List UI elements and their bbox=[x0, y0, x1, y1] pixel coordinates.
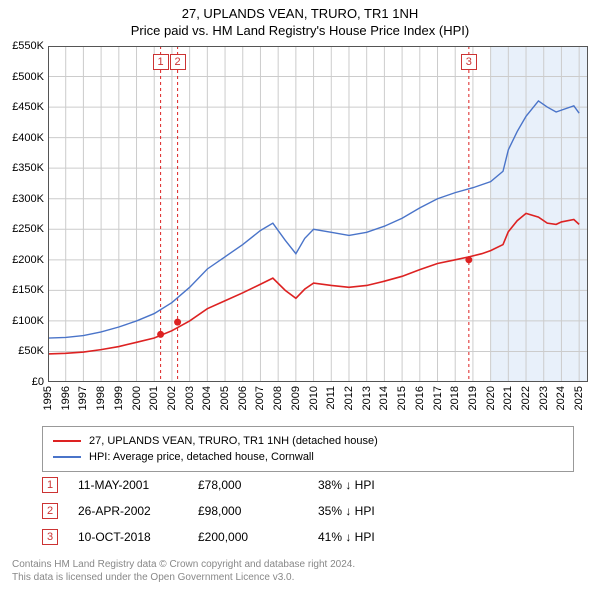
x-axis-labels: 1995199619971998199920002001200220032004… bbox=[48, 382, 588, 424]
page-title: 27, UPLANDS VEAN, TRURO, TR1 1NH bbox=[0, 6, 600, 21]
x-tick-label: 2008 bbox=[272, 386, 284, 410]
y-axis-labels: £0£50K£100K£150K£200K£250K£300K£350K£400… bbox=[0, 46, 46, 382]
y-tick-label: £0 bbox=[0, 376, 44, 388]
sale-price: £200,000 bbox=[198, 530, 318, 544]
legend-label: 27, UPLANDS VEAN, TRURO, TR1 1NH (detach… bbox=[89, 435, 378, 447]
sale-marker-3: 3 bbox=[461, 54, 477, 70]
x-tick-label: 1996 bbox=[60, 386, 72, 410]
footer-line2: This data is licensed under the Open Gov… bbox=[12, 571, 355, 584]
y-tick-label: £300K bbox=[0, 193, 44, 205]
y-tick-label: £400K bbox=[0, 132, 44, 144]
chart-plot-area: 12 3 bbox=[48, 46, 588, 382]
x-tick-label: 2003 bbox=[184, 386, 196, 410]
sale-price: £78,000 bbox=[198, 478, 318, 492]
legend-swatch bbox=[53, 440, 81, 442]
y-tick-label: £450K bbox=[0, 101, 44, 113]
x-tick-label: 2022 bbox=[520, 386, 532, 410]
y-tick-label: £200K bbox=[0, 254, 44, 266]
x-tick-label: 2015 bbox=[396, 386, 408, 410]
x-tick-label: 2007 bbox=[254, 386, 266, 410]
legend-row: HPI: Average price, detached house, Corn… bbox=[53, 449, 563, 465]
x-tick-label: 2020 bbox=[485, 386, 497, 410]
x-tick-label: 2013 bbox=[361, 386, 373, 410]
y-tick-label: £250K bbox=[0, 223, 44, 235]
sale-marker-2: 2 bbox=[170, 54, 186, 70]
x-tick-label: 2011 bbox=[325, 386, 337, 410]
x-tick-label: 2018 bbox=[449, 386, 461, 410]
sales-table: 1 11-MAY-2001£78,00038% ↓ HPI 2 26-APR-2002… bbox=[42, 472, 438, 550]
x-tick-label: 2016 bbox=[414, 386, 426, 410]
y-tick-label: £50K bbox=[0, 345, 44, 357]
x-tick-label: 2001 bbox=[148, 386, 160, 410]
sale-pct: 35% ↓ HPI bbox=[318, 504, 438, 518]
legend-label: HPI: Average price, detached house, Corn… bbox=[89, 451, 314, 463]
legend: 27, UPLANDS VEAN, TRURO, TR1 1NH (detach… bbox=[42, 426, 574, 472]
footer-line1: Contains HM Land Registry data © Crown c… bbox=[12, 558, 355, 571]
footer-attribution: Contains HM Land Registry data © Crown c… bbox=[12, 558, 355, 584]
sales-row: 2 26-APR-2002£98,00035% ↓ HPI bbox=[42, 498, 438, 524]
page-subtitle: Price paid vs. HM Land Registry's House … bbox=[0, 23, 600, 38]
x-tick-label: 2009 bbox=[290, 386, 302, 410]
y-tick-label: £550K bbox=[0, 40, 44, 52]
x-tick-label: 2023 bbox=[538, 386, 550, 410]
x-tick-label: 2012 bbox=[343, 386, 355, 410]
x-tick-label: 2024 bbox=[555, 386, 567, 410]
x-tick-label: 1997 bbox=[77, 386, 89, 410]
x-tick-label: 1999 bbox=[113, 386, 125, 410]
x-tick-label: 2010 bbox=[308, 386, 320, 410]
sales-row: 3 10-OCT-2018£200,00041% ↓ HPI bbox=[42, 524, 438, 550]
sale-pct: 38% ↓ HPI bbox=[318, 478, 438, 492]
x-tick-label: 2005 bbox=[219, 386, 231, 410]
sale-date: 11-MAY-2001 bbox=[78, 478, 198, 492]
x-tick-label: 2021 bbox=[502, 386, 514, 410]
x-tick-label: 2014 bbox=[378, 386, 390, 410]
y-tick-label: £350K bbox=[0, 162, 44, 174]
legend-row: 27, UPLANDS VEAN, TRURO, TR1 1NH (detach… bbox=[53, 433, 563, 449]
sale-marker-1: 1 bbox=[153, 54, 169, 70]
sale-date: 10-OCT-2018 bbox=[78, 530, 198, 544]
sale-pct: 41% ↓ HPI bbox=[318, 530, 438, 544]
x-tick-label: 2004 bbox=[201, 386, 213, 410]
x-tick-label: 2017 bbox=[432, 386, 444, 410]
sale-price: £98,000 bbox=[198, 504, 318, 518]
y-tick-label: £150K bbox=[0, 284, 44, 296]
sale-index-box: 1 bbox=[42, 477, 58, 493]
x-tick-label: 1998 bbox=[95, 386, 107, 410]
chart-svg bbox=[48, 46, 588, 382]
x-tick-label: 2025 bbox=[573, 386, 585, 410]
sale-index-box: 3 bbox=[42, 529, 58, 545]
y-tick-label: £100K bbox=[0, 315, 44, 327]
legend-swatch bbox=[53, 456, 81, 458]
x-tick-label: 2006 bbox=[237, 386, 249, 410]
x-tick-label: 2000 bbox=[131, 386, 143, 410]
sale-index-box: 2 bbox=[42, 503, 58, 519]
x-tick-label: 2002 bbox=[166, 386, 178, 410]
x-tick-label: 1995 bbox=[42, 386, 54, 410]
x-tick-label: 2019 bbox=[467, 386, 479, 410]
y-tick-label: £500K bbox=[0, 71, 44, 83]
sales-row: 1 11-MAY-2001£78,00038% ↓ HPI bbox=[42, 472, 438, 498]
sale-date: 26-APR-2002 bbox=[78, 504, 198, 518]
